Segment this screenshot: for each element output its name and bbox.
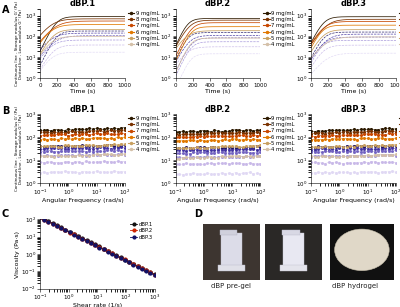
X-axis label: Angular Frequency (rad/s): Angular Frequency (rad/s) — [313, 198, 394, 203]
Bar — [282, 231, 300, 235]
Bar — [283, 233, 304, 266]
Y-axis label: Continuous line - Storage modulus G' (Pa)
Dotted line - Loss modulus G'' (Pa): Continuous line - Storage modulus G' (Pa… — [14, 106, 23, 192]
Text: A: A — [2, 5, 10, 15]
Title: dBP.1: dBP.1 — [69, 0, 96, 8]
Bar — [266, 223, 322, 280]
Bar — [220, 233, 242, 266]
X-axis label: Time (s): Time (s) — [341, 89, 366, 94]
Bar — [218, 265, 245, 270]
Text: D: D — [194, 209, 202, 219]
Bar — [330, 223, 394, 280]
Legend: 9 mg/mL, 8 mg/mL, 7 mg/mL, 6 mg/mL, 5 mg/mL, 4 mg/mL: 9 mg/mL, 8 mg/mL, 7 mg/mL, 6 mg/mL, 5 mg… — [397, 114, 400, 154]
Text: C: C — [2, 209, 9, 219]
Title: dBP.1: dBP.1 — [69, 105, 96, 114]
Legend: 9 mg/mL, 8 mg/mL, 7 mg/mL, 6 mg/mL, 5 mg/mL, 4 mg/mL: 9 mg/mL, 8 mg/mL, 7 mg/mL, 6 mg/mL, 5 mg… — [126, 114, 161, 154]
Text: dBP pre-gel: dBP pre-gel — [211, 283, 251, 289]
Ellipse shape — [335, 229, 389, 270]
X-axis label: Angular Frequency (rad/s): Angular Frequency (rad/s) — [42, 198, 123, 203]
Y-axis label: Viscosity (Pa·s): Viscosity (Pa·s) — [15, 231, 20, 278]
Legend: 9 mg/mL, 8 mg/mL, 7 mg/mL, 6 mg/mL, 5 mg/mL, 4 mg/mL: 9 mg/mL, 8 mg/mL, 7 mg/mL, 6 mg/mL, 5 mg… — [261, 9, 297, 49]
X-axis label: Time (s): Time (s) — [205, 89, 231, 94]
Bar — [203, 223, 260, 280]
X-axis label: Shear rate (1/s): Shear rate (1/s) — [73, 303, 122, 307]
Text: dBP hydrogel: dBP hydrogel — [332, 283, 378, 289]
Y-axis label: Continuous line - Storage modulus G' (Pa)
Dotted line - Loss modulus G'' (Pa): Continuous line - Storage modulus G' (Pa… — [14, 1, 23, 86]
Bar — [280, 265, 307, 270]
Title: dBP.2: dBP.2 — [205, 0, 231, 8]
Legend: dBP.1, dBP.2, dBP.3: dBP.1, dBP.2, dBP.3 — [128, 220, 155, 242]
Title: dBP.2: dBP.2 — [205, 105, 231, 114]
Text: B: B — [2, 106, 9, 116]
Legend: 9 mg/mL, 8 mg/mL, 7 mg/mL, 6 mg/mL, 5 mg/mL, 4 mg/mL: 9 mg/mL, 8 mg/mL, 7 mg/mL, 6 mg/mL, 5 mg… — [397, 9, 400, 49]
Title: dBP.3: dBP.3 — [341, 105, 367, 114]
Title: dBP.3: dBP.3 — [341, 0, 367, 8]
Legend: 9 mg/mL, 8 mg/mL, 7 mg/mL, 6 mg/mL, 5 mg/mL, 4 mg/mL: 9 mg/mL, 8 mg/mL, 7 mg/mL, 6 mg/mL, 5 mg… — [126, 9, 161, 49]
X-axis label: Angular Frequency (rad/s): Angular Frequency (rad/s) — [177, 198, 259, 203]
Bar — [220, 231, 237, 235]
Legend: 9 mg/mL, 8 mg/mL, 7 mg/mL, 6 mg/mL, 5 mg/mL, 4 mg/mL: 9 mg/mL, 8 mg/mL, 7 mg/mL, 6 mg/mL, 5 mg… — [261, 114, 297, 154]
X-axis label: Time (s): Time (s) — [70, 89, 95, 94]
